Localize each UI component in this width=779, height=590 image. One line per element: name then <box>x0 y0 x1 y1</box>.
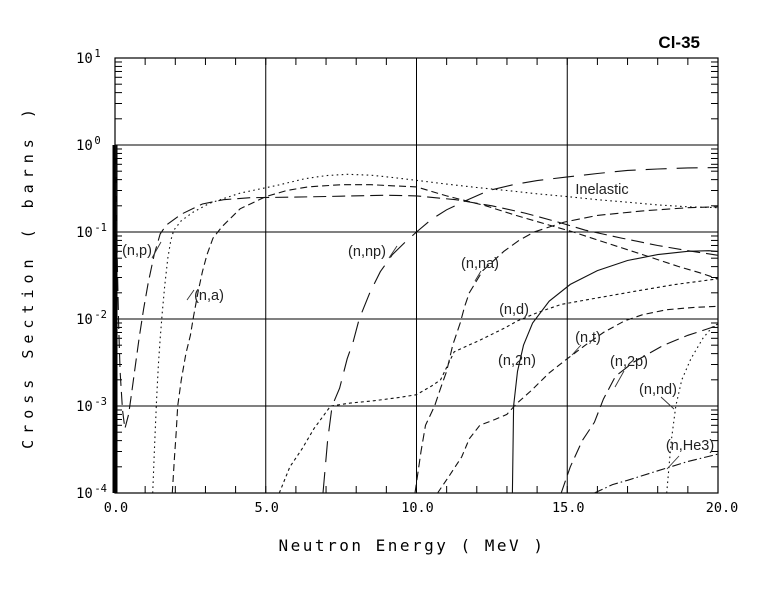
curve-label-n-he3: (n,He3) <box>666 438 714 454</box>
y-tick-label-10e0: 10 0 <box>76 135 101 154</box>
curve-n-np <box>322 167 719 494</box>
curve-label-n-nd: (n,nd) <box>639 382 677 398</box>
curve-n-d <box>278 278 719 494</box>
x-tick-label-10.0: 10.0 <box>401 500 434 516</box>
y-tick-label-10e-2: 10 -2 <box>76 309 107 328</box>
x-tick-label-20.0: 20.0 <box>706 500 739 516</box>
curve-n-2p <box>560 324 719 494</box>
x-axis-title: Neutron Energy ( MeV ) <box>279 536 546 555</box>
x-tick-label-5.0: 5.0 <box>255 500 279 516</box>
curve-label-inelastic: Inelastic <box>575 182 628 198</box>
curve-label-n-na: (n,na) <box>461 256 499 272</box>
curve-labels-layer: (n,p) Inelastic (n,a) (n,np) (n,na) (n,d) (n,2… <box>122 182 714 470</box>
curve-n-nd <box>666 323 719 494</box>
leader-n-t <box>571 344 582 356</box>
curve-label-n-t: (n,t) <box>575 330 601 346</box>
curve-label-n-2n: (n,2n) <box>498 353 536 369</box>
chart-title: Cl-35 <box>658 33 700 52</box>
curve-n-he3 <box>594 453 719 494</box>
curve-label-n-p: (n,p) <box>122 243 152 259</box>
curve-label-n-2p: (n,2p) <box>610 354 648 370</box>
leader-n-p <box>151 241 162 259</box>
leader-n-np <box>388 245 398 259</box>
leader-n-nd <box>660 396 675 410</box>
leader-n-2p <box>614 370 625 388</box>
y-tick-label-10e-1: 10 -1 <box>76 222 107 241</box>
curve-n-p <box>115 144 719 429</box>
curve-label-n-a: (n,a) <box>194 288 224 304</box>
y-tick-label-10e-3: 10 -3 <box>76 396 107 415</box>
curves-layer <box>115 144 719 494</box>
x-tick-label-15.0: 15.0 <box>552 500 585 516</box>
curve-label-n-d: (n,d) <box>499 302 529 318</box>
y-axis-title: Cross Section ( barns ) <box>19 103 37 449</box>
leader-n-a <box>186 289 195 301</box>
grid-layer <box>112 57 719 494</box>
y-tick-label-10e1: 10 1 <box>76 48 101 67</box>
x-tick-label-0.0: 0.0 <box>104 500 128 516</box>
curve-n-2n <box>511 250 719 494</box>
leader-n-na <box>474 270 482 282</box>
axis-hugging-curve-bundle <box>112 145 118 493</box>
curve-n-t <box>437 305 719 494</box>
curve-label-n-np: (n,np) <box>348 244 386 260</box>
y-tick-label-10e-4: 10 -4 <box>76 483 107 502</box>
curve-n-na <box>414 206 719 494</box>
curve-inelastic <box>152 173 719 494</box>
curve-n-a <box>171 184 719 494</box>
leader-n-he3 <box>666 455 680 470</box>
